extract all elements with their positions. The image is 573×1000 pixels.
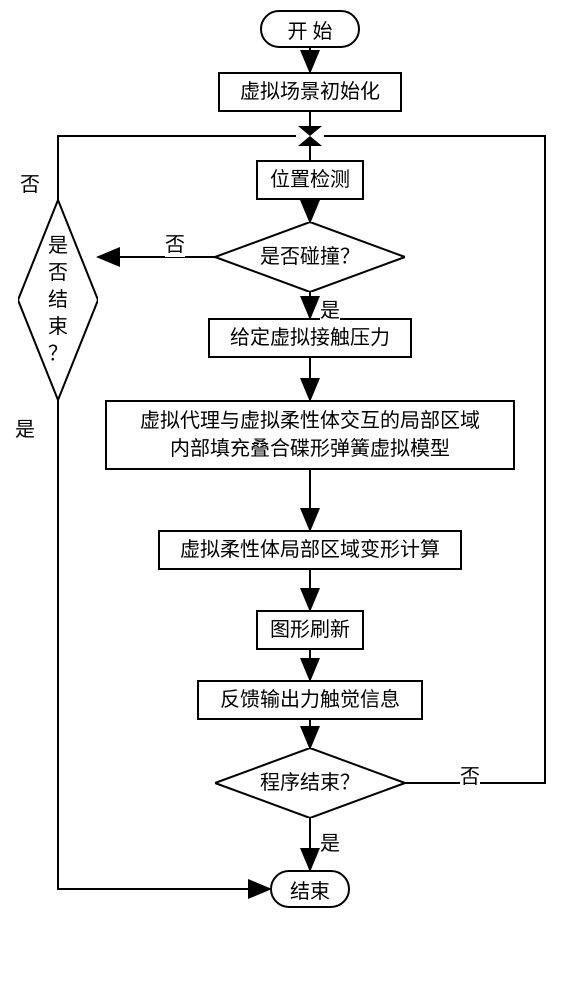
label-progend-yes: 是 [320, 827, 340, 856]
node-detect: 位置检测 [256, 160, 364, 200]
node-fill-label: 虚拟代理与虚拟柔性体交互的局部区域 内部填充叠合碟形弹簧虚拟模型 [140, 407, 480, 463]
node-pressure: 给定虚拟接触压力 [208, 318, 412, 358]
node-pressure-label: 给定虚拟接触压力 [230, 324, 390, 352]
node-refresh: 图形刷新 [256, 610, 364, 650]
label-progend-no: 否 [460, 760, 480, 789]
node-collide-label: 是否碰撞？ [260, 245, 360, 269]
node-deform-label: 虚拟柔性体局部区域变形计算 [180, 536, 440, 564]
node-fill: 虚拟代理与虚拟柔性体交互的局部区域 内部填充叠合碟形弹簧虚拟模型 [105, 400, 515, 470]
label-collide-yes: 是 [320, 294, 340, 323]
node-endq: 是 否 结 束 ？ [18, 200, 98, 400]
node-init: 虚拟场景初始化 [218, 72, 402, 112]
flow-edges [0, 0, 573, 1000]
label-collide-no: 否 [165, 228, 185, 257]
node-collide: 是否碰撞？ [215, 222, 405, 292]
node-end-label: 结束 [290, 875, 330, 904]
node-deform: 虚拟柔性体局部区域变形计算 [158, 530, 462, 570]
node-progend-label: 程序结束？ [260, 771, 360, 795]
node-endq-label: 是 否 结 束 ？ [48, 233, 68, 368]
node-detect-label: 位置检测 [270, 166, 350, 194]
node-end: 结束 [270, 870, 350, 908]
node-feedback: 反馈输出力触觉信息 [197, 680, 423, 720]
label-endq-no: 否 [20, 168, 40, 197]
node-start: 开 始 [260, 10, 360, 48]
node-start-label: 开 始 [288, 15, 333, 44]
node-refresh-label: 图形刷新 [270, 616, 350, 644]
node-init-label: 虚拟场景初始化 [240, 78, 380, 106]
node-progend: 程序结束？ [215, 748, 405, 818]
label-endq-yes: 是 [15, 413, 35, 442]
node-feedback-label: 反馈输出力触觉信息 [220, 686, 400, 714]
